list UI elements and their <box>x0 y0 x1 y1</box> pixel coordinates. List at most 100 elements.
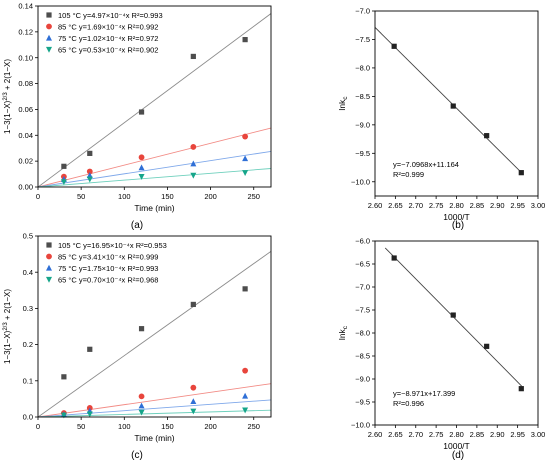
x-tick-label: 2.90 <box>490 201 505 210</box>
y-tick-label: 0.00 <box>18 183 33 192</box>
y-tick-label: 0.2 <box>23 340 33 349</box>
y-tick-label: −10.0 <box>351 421 370 430</box>
y-tick-label: 0.5 <box>23 232 33 241</box>
x-tick-label: 0 <box>36 192 40 201</box>
legend-marker <box>46 23 52 30</box>
data-point <box>450 103 456 109</box>
legend-label: 65 °C y=0.70×10⁻⁴x R²=0.968 <box>58 276 158 285</box>
x-tick-label: 2.65 <box>388 430 403 439</box>
data-point <box>61 163 67 169</box>
data-point <box>242 407 249 414</box>
data-point <box>138 409 145 416</box>
chart-panel-1: 0 50 100 150 200 250 0.00 0.02 0.04 0.06 0.08 0.10 0… <box>3 2 272 231</box>
data-point <box>391 43 397 49</box>
data-point <box>87 150 93 156</box>
data-point <box>190 160 197 167</box>
data-point <box>60 412 67 419</box>
x-tick-label: 250 <box>247 422 260 431</box>
y-axis-title: 1−3(1−X)2/3 + 2(1−X) <box>3 59 12 134</box>
data-point <box>86 172 93 178</box>
x-tick-label: 0 <box>36 422 40 431</box>
fit-lines <box>38 250 271 417</box>
data-point <box>138 326 145 332</box>
x-tick-label: 2.80 <box>449 201 464 210</box>
data-point <box>138 402 145 409</box>
fit-line <box>38 13 271 187</box>
x-axis-title: 1000/T <box>443 212 469 222</box>
legend: 105 °C y=4.97×10⁻⁴x R²=0.993 85 °C y=1.69… <box>46 11 163 55</box>
x-tick-label: 2.95 <box>510 430 525 439</box>
legend-label: 75 °C y=1.75×10⁻⁴x R²=0.993 <box>58 264 158 273</box>
plot-frame <box>374 240 539 426</box>
data-point <box>242 392 249 399</box>
x-tick-label: 2.95 <box>510 201 525 210</box>
fit-line <box>38 250 271 417</box>
chart-panel-4: 2.60 2.65 2.70 2.75 2.80 2.85 2.90 2.95 3.00 −10.… <box>337 237 545 461</box>
fit-line <box>38 399 271 417</box>
fit-equation: y=−7.0968x+11.164 <box>393 160 459 169</box>
data-point <box>61 374 67 380</box>
legend-marker <box>46 276 52 283</box>
y-tick-label: −6.0 <box>355 237 370 246</box>
fit-line <box>375 27 523 174</box>
x-tick-label: 200 <box>204 422 217 431</box>
x-tick-label: 200 <box>204 192 217 201</box>
x-tick-label: 2.85 <box>470 201 485 210</box>
data-point <box>518 170 524 176</box>
panel-label: (d) <box>452 450 464 461</box>
fit-lines <box>375 27 523 174</box>
y-tick-label: 0.08 <box>18 79 33 88</box>
x-tick-label: 50 <box>77 422 85 431</box>
y-tick-label: −7.0 <box>355 7 370 16</box>
data-point <box>87 346 93 352</box>
fit-line <box>38 409 271 417</box>
data-point <box>242 133 249 140</box>
data-point <box>242 367 249 374</box>
legend-marker <box>46 46 52 53</box>
y-tick-label: 0.02 <box>18 157 33 166</box>
x-tick-label: 2.80 <box>449 430 464 439</box>
x-tick-label: 50 <box>77 192 85 201</box>
x-tick-label: 150 <box>161 422 174 431</box>
chart-panel-3: 0 50 100 150 200 250 0.0 0.1 0.2 0.3 0.4 0.5 Time (m… <box>3 232 272 461</box>
data-point <box>138 164 145 171</box>
x-tick-label: 2.75 <box>429 430 444 439</box>
y-tick-label: −7.0 <box>355 283 370 292</box>
y-tick-label: 0.12 <box>18 27 33 36</box>
y-tick-label: 0.04 <box>18 131 33 140</box>
y-tick-label: 0.3 <box>23 304 33 313</box>
data-point <box>86 176 93 183</box>
legend-marker <box>46 242 52 248</box>
x-axis-title: 1000/T <box>443 441 469 451</box>
data-point <box>190 384 197 391</box>
x-tick-label: 2.60 <box>368 430 383 439</box>
x-tick-label: 2.60 <box>368 201 383 210</box>
fit-equation: y=−8.971x+17.399 <box>393 389 455 398</box>
y-tick-label: 0.0 <box>23 413 33 422</box>
legend-label: 75 °C y=1.02×10⁻⁴x R²=0.972 <box>58 34 158 43</box>
data-point <box>86 168 93 175</box>
y-tick-label: −8.0 <box>355 64 370 73</box>
legend-marker <box>46 253 52 260</box>
legend-label: 65 °C y=0.53×10⁻⁴x R²=0.902 <box>58 46 158 55</box>
y-axis-title: 1−3(1−X)2/3 + 2(1−X) <box>3 289 12 364</box>
data-point <box>190 408 197 415</box>
x-tick-label: 2.70 <box>408 201 423 210</box>
data-point <box>190 53 196 60</box>
legend-marker <box>46 12 52 18</box>
data-point <box>138 109 145 115</box>
data-point <box>86 411 93 418</box>
x-tick-label: 100 <box>118 422 131 431</box>
data-point <box>242 170 249 176</box>
data-point <box>518 386 524 392</box>
legend-label: 85 °C y=3.41×10⁻⁴x R²=0.999 <box>58 253 158 262</box>
x-tick-label: 2.65 <box>388 201 403 210</box>
x-tick-label: 100 <box>118 192 131 201</box>
data-point <box>60 179 67 186</box>
x-tick-label: 2.85 <box>470 430 485 439</box>
fit-line <box>38 150 271 187</box>
legend-label: 105 °C y=16.95×10⁻⁴x R²=0.953 <box>58 241 167 250</box>
y-tick-label: −8.0 <box>355 329 370 338</box>
data-point <box>190 144 197 150</box>
x-tick-label: 3.00 <box>531 201 546 210</box>
